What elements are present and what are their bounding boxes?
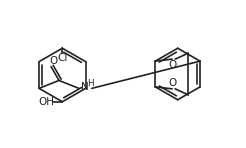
Text: O: O (168, 60, 176, 70)
Text: O: O (49, 56, 57, 66)
Text: N: N (81, 82, 89, 92)
Text: Cl: Cl (57, 53, 68, 63)
Text: OH: OH (38, 97, 54, 107)
Text: H: H (88, 79, 94, 88)
Text: O: O (168, 78, 176, 88)
